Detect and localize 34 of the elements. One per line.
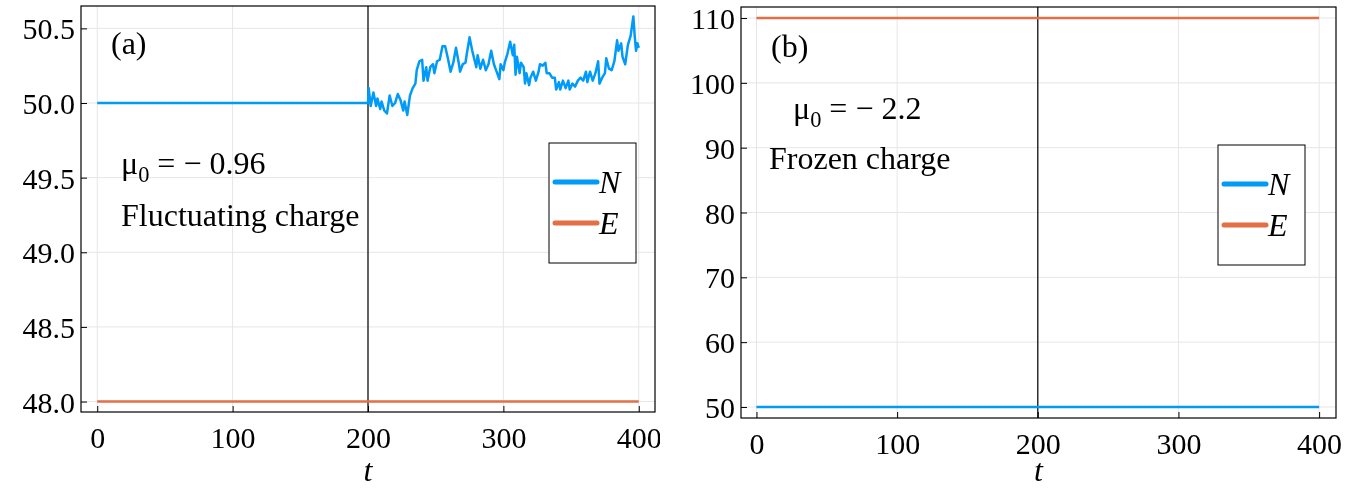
y-tick-label: 49.5 bbox=[22, 161, 75, 195]
legend-label: E bbox=[598, 205, 619, 241]
y-tick-label: 100 bbox=[690, 66, 735, 100]
annotation: (a) bbox=[111, 25, 147, 61]
y-tick-label: 50.5 bbox=[22, 12, 75, 46]
x-axis-title: t bbox=[363, 452, 374, 488]
x-tick-label: 200 bbox=[1015, 427, 1061, 460]
y-tick-label: 50.0 bbox=[22, 87, 75, 121]
x-tick-label: 400 bbox=[1297, 427, 1343, 460]
y-tick-label: 80 bbox=[705, 196, 735, 230]
annotation: Frozen charge bbox=[769, 140, 951, 176]
legend-label: N bbox=[1267, 166, 1291, 202]
legend-label: N bbox=[598, 164, 622, 200]
x-tick-label: 300 bbox=[481, 421, 527, 454]
x-tick-label: 300 bbox=[1156, 427, 1202, 460]
annotation: Fluctuating charge bbox=[121, 197, 360, 233]
y-tick-label: 70 bbox=[705, 261, 735, 295]
y-tick-label: 110 bbox=[691, 2, 735, 36]
x-tick-label: 200 bbox=[346, 421, 391, 454]
x-tick-label: 400 bbox=[616, 421, 662, 454]
y-tick-label: 60 bbox=[705, 326, 735, 360]
y-tick-label: 49.0 bbox=[22, 236, 75, 270]
y-tick-label: 50 bbox=[705, 390, 735, 424]
annotation: (b) bbox=[771, 28, 809, 64]
y-tick-label: 90 bbox=[705, 131, 735, 165]
x-tick-label: 0 bbox=[90, 421, 106, 454]
annotation: μ$_{0}$ = − 0.96 bbox=[121, 145, 266, 187]
x-tick-label: 100 bbox=[875, 427, 921, 460]
y-tick-label: 48.5 bbox=[22, 310, 75, 344]
x-tick-label: 0 bbox=[749, 427, 765, 460]
annotation: μ$_{0}$ = − 2.2 bbox=[793, 90, 922, 132]
y-tick-label: 48.0 bbox=[22, 385, 75, 419]
x-tick-label: 100 bbox=[210, 421, 256, 454]
legend-label: E bbox=[1267, 207, 1288, 243]
